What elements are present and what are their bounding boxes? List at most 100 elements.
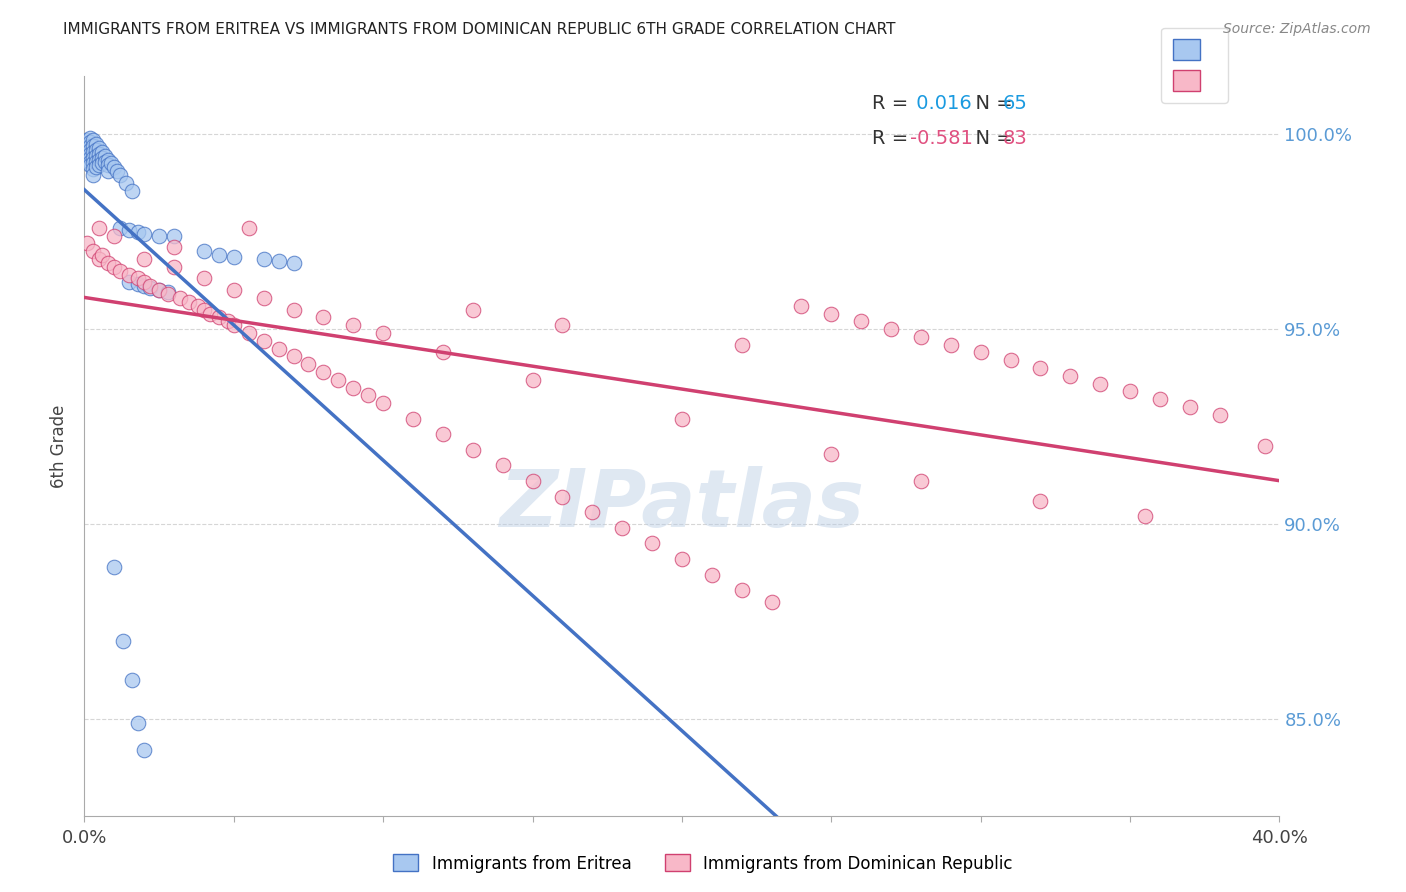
Point — [82, 151, 104, 165]
Point — [402, 411, 425, 425]
Point — [880, 322, 903, 336]
Point — [79, 131, 101, 145]
Point — [76, 133, 98, 147]
Point — [148, 228, 170, 243]
Legend: , : , — [1161, 28, 1227, 103]
Point — [222, 250, 245, 264]
Point — [82, 244, 104, 259]
Point — [79, 146, 101, 161]
Point — [82, 139, 104, 153]
Point — [1133, 509, 1156, 524]
Point — [89, 252, 111, 266]
Point — [193, 244, 215, 259]
Point — [222, 318, 245, 333]
Point — [132, 252, 156, 266]
Point — [91, 248, 114, 262]
Point — [127, 715, 149, 730]
Point — [132, 227, 156, 241]
Text: N =: N = — [963, 94, 1019, 112]
Point — [82, 133, 104, 147]
Point — [118, 223, 141, 237]
Point — [82, 162, 104, 177]
Point — [208, 248, 231, 262]
Point — [121, 673, 143, 687]
Point — [139, 281, 162, 295]
Point — [157, 287, 180, 301]
Point — [115, 176, 138, 190]
Text: N =: N = — [963, 129, 1019, 148]
Point — [373, 396, 395, 410]
Text: R =: R = — [872, 129, 914, 148]
Point — [139, 279, 162, 293]
Point — [297, 357, 319, 371]
Point — [118, 276, 141, 290]
Legend: Immigrants from Eritrea, Immigrants from Dominican Republic: Immigrants from Eritrea, Immigrants from… — [387, 847, 1019, 880]
Point — [1059, 368, 1081, 383]
Point — [86, 149, 108, 163]
Point — [79, 139, 101, 153]
Point — [910, 330, 932, 344]
Point — [1029, 493, 1052, 508]
Point — [103, 559, 125, 574]
Point — [253, 291, 276, 305]
Point — [91, 156, 114, 170]
Point — [283, 302, 305, 317]
Point — [94, 149, 117, 163]
Point — [1000, 353, 1022, 368]
Y-axis label: 6th Grade: 6th Grade — [51, 404, 69, 488]
Text: IMMIGRANTS FROM ERITREA VS IMMIGRANTS FROM DOMINICAN REPUBLIC 6TH GRADE CORRELAT: IMMIGRANTS FROM ERITREA VS IMMIGRANTS FR… — [63, 22, 896, 37]
Point — [522, 373, 544, 387]
Point — [163, 240, 186, 254]
Point — [731, 337, 754, 351]
Point — [328, 373, 350, 387]
Point — [671, 411, 693, 425]
Point — [373, 326, 395, 340]
Point — [820, 447, 842, 461]
Point — [461, 442, 484, 457]
Point — [132, 276, 156, 290]
Point — [581, 505, 603, 519]
Point — [1029, 361, 1052, 376]
Point — [105, 164, 128, 178]
Point — [761, 595, 783, 609]
Point — [342, 318, 364, 333]
Point — [222, 283, 245, 297]
Point — [432, 427, 454, 442]
Point — [208, 310, 231, 325]
Point — [198, 306, 221, 320]
Point — [148, 283, 170, 297]
Point — [127, 277, 149, 292]
Point — [91, 145, 114, 159]
Point — [79, 135, 101, 149]
Point — [132, 743, 156, 757]
Point — [700, 567, 723, 582]
Point — [86, 143, 108, 157]
Point — [89, 146, 111, 161]
Point — [110, 220, 132, 235]
Point — [97, 256, 120, 270]
Point — [551, 318, 574, 333]
Point — [86, 154, 108, 169]
Point — [97, 164, 120, 178]
Point — [76, 236, 98, 251]
Point — [82, 168, 104, 182]
Point — [851, 314, 873, 328]
Point — [1209, 408, 1232, 422]
Point — [97, 153, 120, 167]
Point — [148, 283, 170, 297]
Point — [110, 168, 132, 182]
Point — [283, 350, 305, 364]
Point — [910, 474, 932, 488]
Point — [82, 145, 104, 159]
Point — [89, 153, 111, 167]
Point — [121, 184, 143, 198]
Point — [312, 365, 335, 379]
Point — [217, 314, 239, 328]
Point — [112, 633, 135, 648]
Text: 0.016: 0.016 — [910, 94, 972, 112]
Point — [132, 279, 156, 293]
Point — [82, 156, 104, 170]
Point — [522, 474, 544, 488]
Point — [253, 334, 276, 348]
Point — [731, 583, 754, 598]
